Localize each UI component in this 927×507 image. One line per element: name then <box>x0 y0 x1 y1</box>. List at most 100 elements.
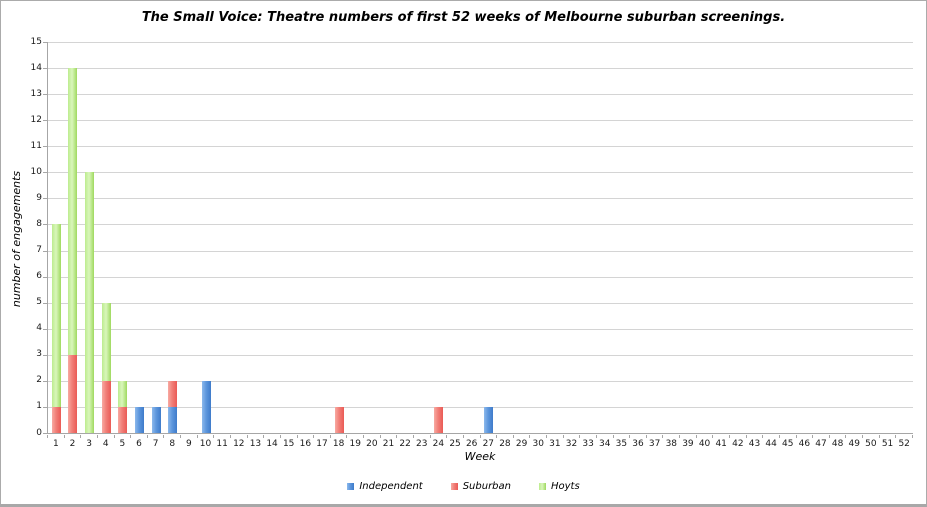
x-axis-tick <box>862 435 864 438</box>
gridline <box>48 120 913 122</box>
gridline <box>48 354 913 356</box>
x-axis-tick-label: 24 <box>432 439 445 449</box>
x-axis-tick-label: 51 <box>881 439 894 449</box>
x-axis-tick <box>812 435 814 438</box>
x-axis-tick-label: 50 <box>865 439 877 449</box>
x-axis-tick <box>462 435 464 438</box>
x-axis-tick-label: 9 <box>186 439 192 449</box>
x-axis-tick <box>878 435 880 438</box>
gridline <box>48 146 913 148</box>
x-axis-tick <box>446 435 448 438</box>
x-axis-tick <box>130 435 132 438</box>
y-axis-tick-label: 5 <box>36 297 42 308</box>
y-axis-tick <box>43 68 47 70</box>
y-axis-tick <box>43 120 47 122</box>
plot-area <box>47 42 913 434</box>
bar-segment-suburban <box>51 406 61 433</box>
x-axis-tick <box>912 435 913 438</box>
x-axis-tick-label: 40 <box>698 439 711 449</box>
x-axis-tick <box>595 435 597 438</box>
legend: Independent Suburban Hoyts <box>1 481 926 492</box>
x-axis-tick-label: 35 <box>615 439 628 449</box>
bar-segment-hoyts <box>118 380 128 407</box>
x-axis-tick-label: 15 <box>282 439 295 449</box>
y-axis-tick <box>43 354 47 356</box>
x-axis-tick-label: 1 <box>52 439 59 449</box>
x-axis-tick <box>679 435 681 438</box>
x-axis-tick <box>546 435 548 438</box>
legend-item-suburban: Suburban <box>450 481 511 492</box>
x-axis-tick <box>662 435 664 438</box>
x-axis-tick-label: 3 <box>86 439 92 449</box>
y-axis-tick <box>43 276 47 278</box>
x-axis-tick-label: 46 <box>798 439 811 449</box>
x-axis-tick-label: 20 <box>366 439 378 449</box>
x-axis-tick <box>695 435 697 438</box>
x-axis-tick <box>845 435 847 438</box>
x-axis-tick-label: 27 <box>482 439 495 449</box>
x-axis-tick <box>163 435 165 438</box>
gridline <box>48 328 913 330</box>
x-axis-tick-label: 44 <box>765 439 777 449</box>
chart-title: The Small Voice: Theatre numbers of firs… <box>141 10 786 25</box>
bar-segment-suburban <box>101 380 111 433</box>
x-axis-tick-label: 23 <box>416 439 428 449</box>
bar-segment-suburban <box>68 354 78 433</box>
legend-label: Independent <box>359 481 423 492</box>
bar-segment-hoyts <box>68 68 78 355</box>
x-axis-tick <box>529 435 531 438</box>
x-axis-tick-label: 25 <box>449 439 461 449</box>
x-axis-tick-label: 19 <box>349 439 361 449</box>
x-axis-tick-label: 12 <box>233 439 245 449</box>
x-axis-tick <box>429 435 431 438</box>
x-axis-tick-label: 45 <box>782 439 794 449</box>
x-axis-tick-label: 42 <box>732 439 744 449</box>
x-axis-tick <box>346 435 348 438</box>
x-axis-tick-label: 5 <box>119 439 126 449</box>
x-axis-tick-label: 18 <box>332 439 345 449</box>
y-axis-tick-label: 15 <box>30 36 42 47</box>
x-axis-tick-label: 32 <box>565 439 578 449</box>
x-axis-tick-label: 52 <box>898 439 910 449</box>
y-axis-tick <box>43 302 47 304</box>
y-axis-tick <box>43 198 47 200</box>
x-axis-tick-label: 22 <box>399 439 411 449</box>
x-axis-tick <box>479 435 481 438</box>
y-axis-tick <box>43 94 47 96</box>
x-axis-tick-label: 4 <box>102 439 109 449</box>
x-axis-tick <box>213 435 215 438</box>
x-axis-tick <box>196 435 198 438</box>
gridline <box>48 198 913 200</box>
x-axis-tick <box>629 435 631 438</box>
bar-segment-independent <box>151 406 161 433</box>
bar-segment-independent <box>484 406 494 433</box>
y-axis-tick-label: 2 <box>36 375 42 386</box>
x-axis-tick <box>562 435 564 438</box>
x-axis-tick-label: 16 <box>299 439 312 449</box>
legend-swatch-suburban <box>450 483 458 490</box>
bar-segment-suburban <box>118 406 128 433</box>
y-axis-tick-label: 0 <box>36 427 42 438</box>
x-axis-tick <box>80 435 82 438</box>
x-axis-tick <box>379 435 381 438</box>
x-axis-tick <box>396 435 398 438</box>
x-axis-tick <box>296 435 298 438</box>
y-axis-tick-label: 11 <box>30 140 42 151</box>
x-axis-tick <box>180 435 182 438</box>
x-axis-tick-label: 26 <box>465 439 478 449</box>
gridline <box>48 42 913 43</box>
y-axis-tick <box>43 380 47 382</box>
x-axis-tick-label: 36 <box>632 439 644 449</box>
y-axis-tick <box>43 406 47 408</box>
y-axis-tick-label: 13 <box>30 88 42 99</box>
x-axis-tick-label: 34 <box>599 439 611 449</box>
x-axis-tick <box>579 435 581 438</box>
bar-segment-independent <box>168 406 178 433</box>
x-axis-tick-label: 13 <box>249 439 262 449</box>
x-axis-tick-label: 38 <box>665 439 678 449</box>
gridline <box>48 94 913 96</box>
y-axis-tick <box>43 433 47 434</box>
x-axis-tick-label: 31 <box>549 439 561 449</box>
y-axis-tick-label: 3 <box>36 349 42 360</box>
bar-segment-suburban <box>434 406 444 433</box>
